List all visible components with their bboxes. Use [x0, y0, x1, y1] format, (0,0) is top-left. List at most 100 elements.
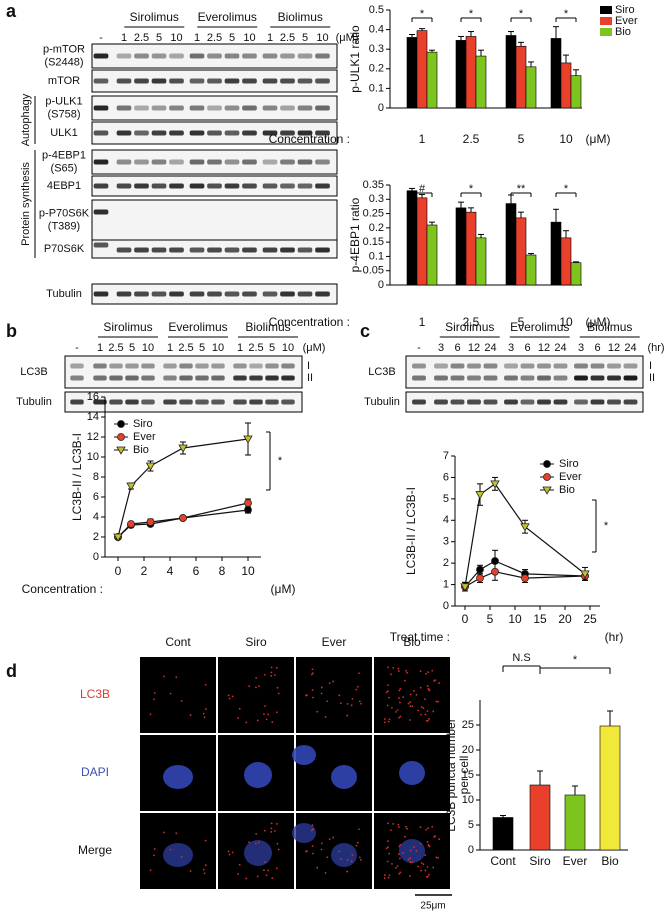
blot-band	[224, 183, 240, 189]
blot-band	[262, 130, 278, 136]
puncta	[153, 698, 155, 701]
lane-label: 3	[508, 342, 514, 354]
sig-label: *	[278, 455, 283, 467]
puncta	[256, 719, 259, 722]
puncta	[180, 699, 183, 702]
lane-label: 2.5	[248, 342, 263, 354]
blot-band	[70, 375, 84, 381]
puncta	[255, 677, 258, 679]
blot-band	[169, 291, 184, 297]
bar	[406, 37, 418, 109]
y-tick-label: 25	[462, 719, 474, 731]
puncta	[338, 850, 341, 853]
puncta	[169, 848, 172, 851]
blot-band	[151, 130, 167, 136]
blot-band	[262, 78, 278, 84]
puncta	[328, 838, 331, 841]
x-tick-label: 0	[115, 564, 122, 578]
blot-band	[315, 159, 330, 165]
blot-group: Biolimus	[587, 320, 632, 334]
sig-label: *	[564, 183, 569, 195]
puncta	[417, 865, 419, 868]
blot-band	[134, 53, 149, 59]
lane-label: 24	[554, 342, 566, 354]
blot-unit: (μM)	[336, 32, 359, 44]
bar	[515, 45, 527, 109]
blot-band	[224, 247, 240, 253]
blot-band	[280, 105, 295, 111]
blot-group: Biolimus	[245, 320, 290, 334]
puncta	[388, 696, 390, 699]
puncta	[312, 828, 314, 831]
blot-band	[141, 375, 155, 381]
blot-band	[297, 247, 313, 253]
nucleus	[292, 745, 316, 765]
blot-band	[189, 130, 205, 136]
y-tick-label: 3	[443, 536, 449, 548]
puncta	[425, 672, 427, 675]
puncta	[316, 710, 319, 713]
puncta	[271, 877, 274, 879]
blot-band	[207, 78, 222, 84]
lane-label: 10	[316, 32, 328, 44]
puncta	[426, 866, 429, 868]
bar	[416, 197, 428, 286]
lane-label: -	[99, 32, 103, 44]
puncta	[427, 827, 429, 830]
blot-group: Sirolimus	[103, 320, 152, 334]
band-label: I	[649, 360, 652, 372]
nucleus	[399, 839, 425, 863]
marker	[127, 520, 135, 528]
blot-band	[574, 363, 588, 369]
x-tick-label: 2.5	[463, 132, 480, 146]
blot-band	[169, 78, 184, 84]
blot-band	[262, 105, 278, 111]
puncta	[356, 685, 359, 688]
puncta	[437, 700, 440, 703]
puncta	[204, 839, 207, 842]
puncta	[350, 860, 353, 863]
blot-band	[163, 375, 177, 381]
blot-band	[125, 399, 139, 405]
blot-band	[189, 53, 205, 59]
sig-label: *	[604, 520, 609, 532]
marker	[520, 523, 530, 532]
blot-band	[116, 291, 132, 297]
puncta	[388, 718, 391, 721]
blot-band	[280, 247, 295, 253]
blot-band	[520, 399, 535, 405]
y-axis-label: p-ULK1 ratio	[348, 25, 362, 93]
blot-band	[280, 159, 295, 165]
lane-label: 3	[578, 342, 584, 354]
puncta	[256, 875, 259, 878]
x-tick-label: 5	[518, 315, 525, 329]
y-tick-label: 8	[93, 471, 99, 483]
puncta	[358, 856, 361, 859]
blot-band	[315, 105, 330, 111]
puncta	[227, 694, 230, 697]
puncta	[398, 716, 400, 719]
y-tick-label: 1	[443, 578, 449, 590]
puncta	[180, 855, 183, 858]
puncta	[387, 846, 389, 849]
blot-row-label: 4EBP1	[47, 180, 81, 192]
nucleus	[244, 840, 272, 866]
marker	[145, 462, 156, 471]
blot-band	[242, 105, 257, 111]
puncta	[350, 704, 353, 707]
lane-label: 2.5	[207, 32, 222, 44]
blot-band	[151, 183, 167, 189]
puncta	[413, 690, 415, 692]
legend-swatch	[600, 28, 612, 36]
marker	[491, 567, 499, 576]
puncta	[202, 868, 205, 871]
y-tick-label: 0.1	[369, 82, 384, 94]
puncta	[255, 686, 257, 689]
puncta	[312, 696, 314, 699]
blot-band	[483, 375, 498, 381]
puncta	[228, 853, 231, 856]
blot-band	[189, 159, 205, 165]
puncta	[263, 869, 265, 871]
legend-label: Siro	[133, 418, 153, 430]
puncta	[387, 690, 389, 693]
